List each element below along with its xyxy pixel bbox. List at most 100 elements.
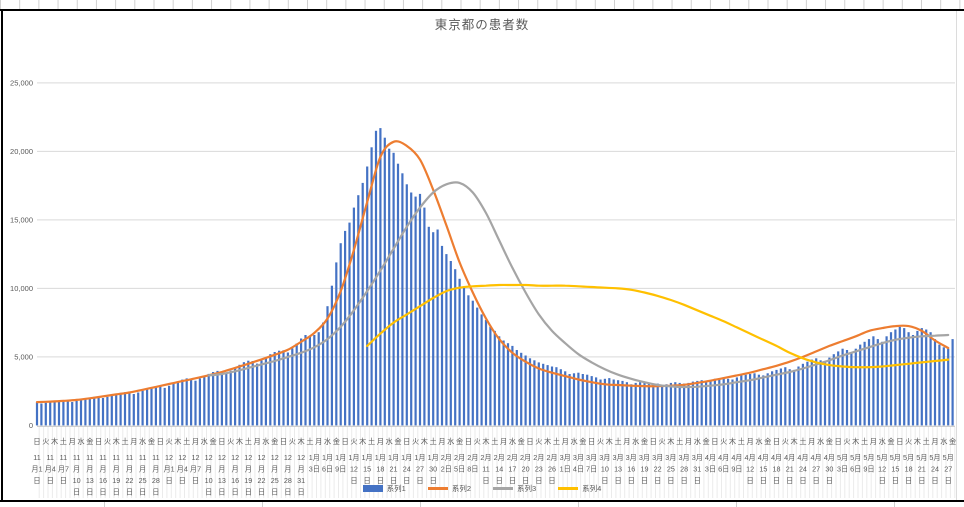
x-axis-date-label-line: 5月 [837, 453, 848, 462]
x-axis-date-label-line: 5月 [890, 453, 901, 462]
x-axis-date-label-line: 月 [231, 465, 238, 474]
legend-label-series2: 系列2 [451, 484, 471, 493]
x-axis-weekday-label: 月 [315, 437, 322, 446]
bar-series1 [713, 378, 716, 426]
x-axis-weekday-label: 水 [755, 437, 762, 446]
bar-series1 [916, 330, 919, 426]
x-axis-date-label-line: 3月 [573, 453, 584, 462]
bar-series1 [190, 378, 193, 426]
x-axis-weekday-label: 金 [764, 437, 771, 446]
bar-series1 [757, 374, 760, 426]
bar-series1 [920, 328, 923, 426]
bar-series1 [550, 366, 554, 426]
x-axis-date-label-line: 日 [931, 476, 938, 485]
bar-series1 [225, 373, 228, 426]
x-axis-date-label-line: 3月 [639, 453, 650, 462]
bar-series1 [392, 152, 395, 426]
x-axis-date-label-line: 5日 [454, 465, 465, 474]
x-axis-weekday-label: 木 [51, 437, 58, 446]
x-axis-date-label-line: 月 [284, 465, 291, 474]
x-axis-date-label-line: 月 [113, 465, 120, 474]
legend-item-series2[interactable]: 系列2 [427, 483, 471, 494]
bar-series1 [480, 314, 483, 426]
x-axis-date-label-line: 3月 [652, 453, 663, 462]
bar-series1 [185, 378, 188, 426]
series3-line-swatch [493, 487, 513, 490]
bar-series1 [907, 332, 910, 426]
bar-series1 [141, 390, 144, 426]
legend-item-series3[interactable]: 系列3 [493, 483, 536, 494]
legend-item-series4[interactable]: 系列4 [558, 483, 601, 494]
x-axis-date-label-line: 3月 [560, 453, 571, 462]
x-axis-date-label-line: 11 [139, 453, 146, 462]
bar-series1 [97, 396, 100, 426]
bar-series1 [278, 350, 281, 426]
bar-series1 [665, 384, 668, 426]
x-axis-weekday-label: 月 [747, 437, 754, 446]
x-axis-weekday-label: 日 [342, 437, 349, 446]
bar-series1 [678, 382, 681, 426]
x-axis-date-label-line: 月 [126, 465, 133, 474]
bar-series1 [515, 350, 518, 426]
bar-series1 [806, 361, 809, 426]
bar-series1 [423, 207, 426, 426]
x-axis-date-label-line: 18 [773, 465, 781, 474]
x-axis-date-label-line: 12 [231, 453, 239, 462]
bar-series1 [286, 352, 289, 426]
x-axis-weekday-label: 月 [192, 437, 199, 446]
bar-series1 [291, 348, 294, 426]
x-axis-weekday-label: 水 [570, 437, 577, 446]
x-axis-date-label-line: 2月 [520, 453, 531, 462]
x-axis-weekday-label: 火 [42, 437, 49, 446]
x-axis-date-label-line: 月4 [177, 465, 188, 474]
bar-series1 [696, 380, 699, 426]
x-axis-date-label-line: 日 [614, 476, 621, 485]
bar-series1 [247, 360, 250, 426]
x-axis-date-label-line: 19 [244, 476, 252, 485]
x-axis-date-label-line: 日 [47, 476, 54, 485]
bar-series1 [951, 339, 954, 426]
bar-series1 [528, 358, 532, 426]
sheet-column-line-right [956, 11, 957, 500]
x-axis-date-label-line: 日 [192, 476, 199, 485]
bar-series1 [410, 192, 413, 426]
chart-plot-area: 05,00010,00015,00020,00025,000日火木土月水金日火木… [10, 79, 956, 498]
x-axis-date-label-line: 月4 [45, 465, 56, 474]
x-axis-date-label-line: 5月 [850, 453, 861, 462]
x-axis-date-label-line: 3月 [679, 453, 690, 462]
patients-chart[interactable]: 東京都の患者数 0 5,000 10,000 15,000 20,000 25,000 日火… [0, 11, 964, 500]
line-series2 [35, 140, 950, 404]
x-axis-date-label-line: 15 [363, 465, 371, 474]
bar-series1 [260, 360, 263, 426]
x-axis-weekday-label: 火 [658, 437, 665, 446]
x-axis-date-label-line: 6日 [850, 465, 861, 474]
bar-series1 [66, 400, 69, 426]
x-axis-date-label-line: 28 [680, 465, 688, 474]
bar-series1 [700, 380, 703, 426]
x-axis-date-label-line: 日 [258, 488, 265, 497]
x-axis-date-label-line: 24 [931, 465, 939, 474]
x-axis-weekday-label: 日 [157, 437, 164, 446]
x-axis-date-label-line: 4月 [705, 453, 716, 462]
bar-series1 [256, 363, 259, 426]
x-axis-weekday-label: 木 [791, 437, 798, 446]
bar-series1 [683, 383, 686, 426]
x-axis-date-label-line: 28 [152, 476, 160, 485]
bar-series1 [449, 261, 452, 426]
x-axis-date-label-line: 日 [905, 476, 912, 485]
bar-series1 [462, 287, 466, 426]
x-axis-date-label-line: 1月 [414, 453, 425, 462]
legend-item-series1[interactable]: 系列1 [362, 483, 406, 494]
x-axis-weekday-label: 月 [562, 437, 569, 446]
x-axis-date-label-line: 日 [535, 476, 542, 485]
y-axis-tick-label: 10,000 [10, 284, 33, 293]
x-axis-date-label-line: 4日 [573, 465, 584, 474]
bar-series1 [634, 382, 637, 426]
x-axis-date-label-line: 日 [430, 476, 437, 485]
bar-series1 [198, 378, 201, 426]
bar-series1 [735, 377, 738, 426]
x-axis-date-label-line: 25 [271, 476, 279, 485]
bar-series1 [669, 382, 672, 426]
x-axis-date-label-line: 11 [113, 453, 120, 462]
